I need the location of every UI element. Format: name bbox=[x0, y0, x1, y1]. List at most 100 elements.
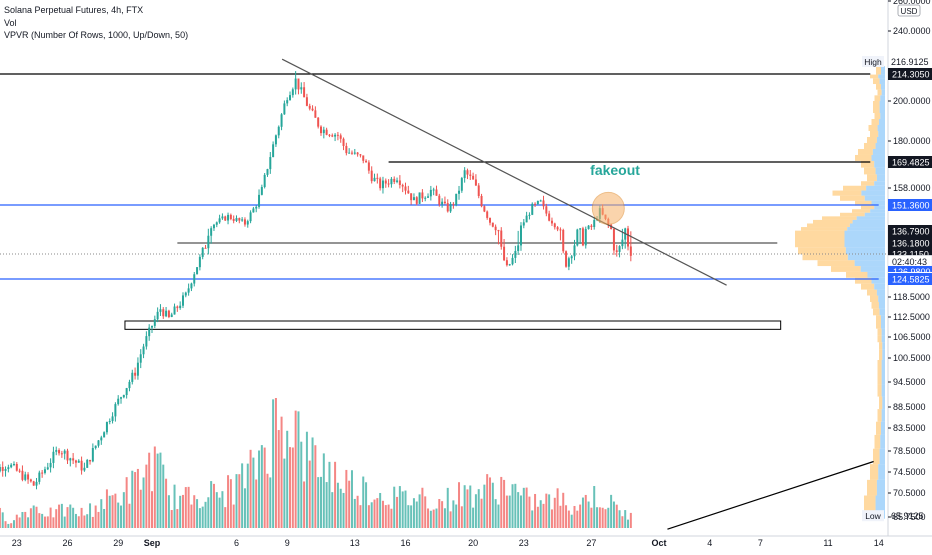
candle-body bbox=[10, 464, 13, 468]
volume-bar bbox=[379, 492, 382, 528]
trendline bbox=[281, 58, 727, 286]
candle-body bbox=[41, 472, 44, 474]
price-label-tag bbox=[862, 56, 884, 67]
vol-indicator-label[interactable]: Vol bbox=[4, 18, 17, 28]
candle-body bbox=[573, 245, 576, 257]
volume-bar bbox=[328, 461, 331, 528]
vpvr-bar-up bbox=[874, 205, 885, 210]
volume-bar bbox=[204, 501, 207, 528]
volume-bar bbox=[27, 517, 30, 528]
vpvr-bar-down bbox=[879, 396, 883, 410]
candle-body bbox=[283, 103, 286, 115]
vpvr-bar-up bbox=[875, 142, 885, 149]
vpvr-bar-down bbox=[840, 195, 865, 201]
volume-bar bbox=[249, 449, 252, 528]
candle-body bbox=[66, 450, 69, 461]
volume-bar bbox=[629, 512, 632, 528]
candle-body bbox=[142, 346, 145, 355]
volume-bar bbox=[32, 505, 35, 528]
volume-bar bbox=[255, 479, 258, 528]
candle-body bbox=[136, 362, 139, 376]
vpvr-bar-up bbox=[881, 409, 885, 422]
candle-body bbox=[198, 256, 201, 268]
volume-bar bbox=[356, 495, 359, 528]
volume-bar bbox=[131, 470, 134, 528]
vpvr-bar-up bbox=[849, 223, 885, 228]
volume-bar bbox=[297, 411, 300, 528]
time-tick-label: 13 bbox=[350, 538, 360, 548]
candle-body bbox=[258, 194, 261, 207]
volume-bar bbox=[477, 489, 480, 528]
candle-body bbox=[483, 206, 486, 212]
candle-body bbox=[77, 460, 80, 463]
volume-bar bbox=[184, 487, 187, 528]
volume-bar bbox=[114, 493, 117, 528]
volume-bar bbox=[159, 452, 162, 528]
volume-bar bbox=[224, 507, 227, 528]
price-tick-label: 100.5000 bbox=[893, 353, 931, 363]
volume-bar bbox=[438, 499, 441, 528]
volume-bar bbox=[562, 492, 565, 528]
volume-bar bbox=[460, 506, 463, 528]
volume-bar bbox=[243, 488, 246, 528]
volume-bar bbox=[322, 453, 325, 528]
candle-body bbox=[511, 257, 514, 265]
candle-body bbox=[1, 467, 4, 471]
vpvr-indicator-label[interactable]: VPVR (Number Of Rows, 1000, Up/Down, 50) bbox=[4, 30, 189, 40]
candle-body bbox=[367, 162, 370, 171]
volume-bar bbox=[74, 513, 77, 528]
vpvr-bar-up bbox=[876, 137, 885, 143]
symbol-title: Solana Perpetual Futures, 4h, FTX bbox=[4, 5, 144, 15]
candle-body bbox=[393, 178, 396, 182]
candle-body bbox=[4, 469, 7, 471]
volume-bar bbox=[345, 469, 348, 528]
support-zone-rectangle bbox=[124, 320, 782, 330]
volume-bar bbox=[432, 509, 435, 528]
vpvr-bar-up bbox=[881, 328, 885, 336]
candle-body bbox=[238, 218, 241, 221]
candle-body bbox=[170, 314, 173, 318]
candle-body bbox=[69, 458, 72, 461]
volume-bar bbox=[63, 516, 66, 528]
candle-body bbox=[221, 216, 224, 219]
candle-body bbox=[545, 206, 548, 214]
candle-body bbox=[387, 183, 390, 185]
candlestick-series bbox=[0, 71, 632, 490]
volume-bar bbox=[373, 499, 376, 528]
volume-bar bbox=[486, 474, 489, 528]
volume-bar bbox=[94, 505, 97, 528]
volume-bar bbox=[193, 495, 196, 528]
time-tick-label: Sep bbox=[144, 538, 161, 548]
candle-body bbox=[303, 87, 306, 98]
candle-body bbox=[43, 469, 46, 473]
volume-bar bbox=[196, 499, 199, 528]
vpvr-bar-up bbox=[882, 396, 885, 410]
volume-bar bbox=[125, 477, 128, 528]
candle-body bbox=[342, 138, 345, 146]
candle-body bbox=[249, 212, 252, 222]
vpvr-bar-down bbox=[868, 125, 878, 131]
volume-bar bbox=[429, 510, 432, 528]
volume-bar bbox=[519, 495, 522, 528]
price-axis: 260.0000 240.0000 200.0000 180.0000 158.0000… bbox=[862, 0, 932, 536]
volume-bar bbox=[187, 486, 190, 528]
candle-body bbox=[151, 325, 153, 328]
vpvr-bar-down bbox=[874, 113, 881, 119]
volume-bar bbox=[525, 487, 528, 528]
candle-body bbox=[438, 195, 441, 205]
candle-body bbox=[190, 283, 193, 289]
vpvr-bar-down bbox=[795, 230, 845, 248]
volume-bar bbox=[86, 514, 89, 528]
vpvr-bar-up bbox=[880, 434, 885, 449]
volume-bar bbox=[565, 505, 568, 528]
volume-bar bbox=[494, 499, 497, 528]
candle-body bbox=[489, 217, 491, 223]
candle-body bbox=[18, 470, 21, 472]
volume-bar bbox=[258, 450, 261, 528]
candle-body bbox=[317, 117, 320, 127]
candle-body bbox=[314, 110, 317, 118]
fakeout-annotation: fakeout bbox=[590, 162, 640, 178]
volume-bar bbox=[424, 496, 427, 528]
